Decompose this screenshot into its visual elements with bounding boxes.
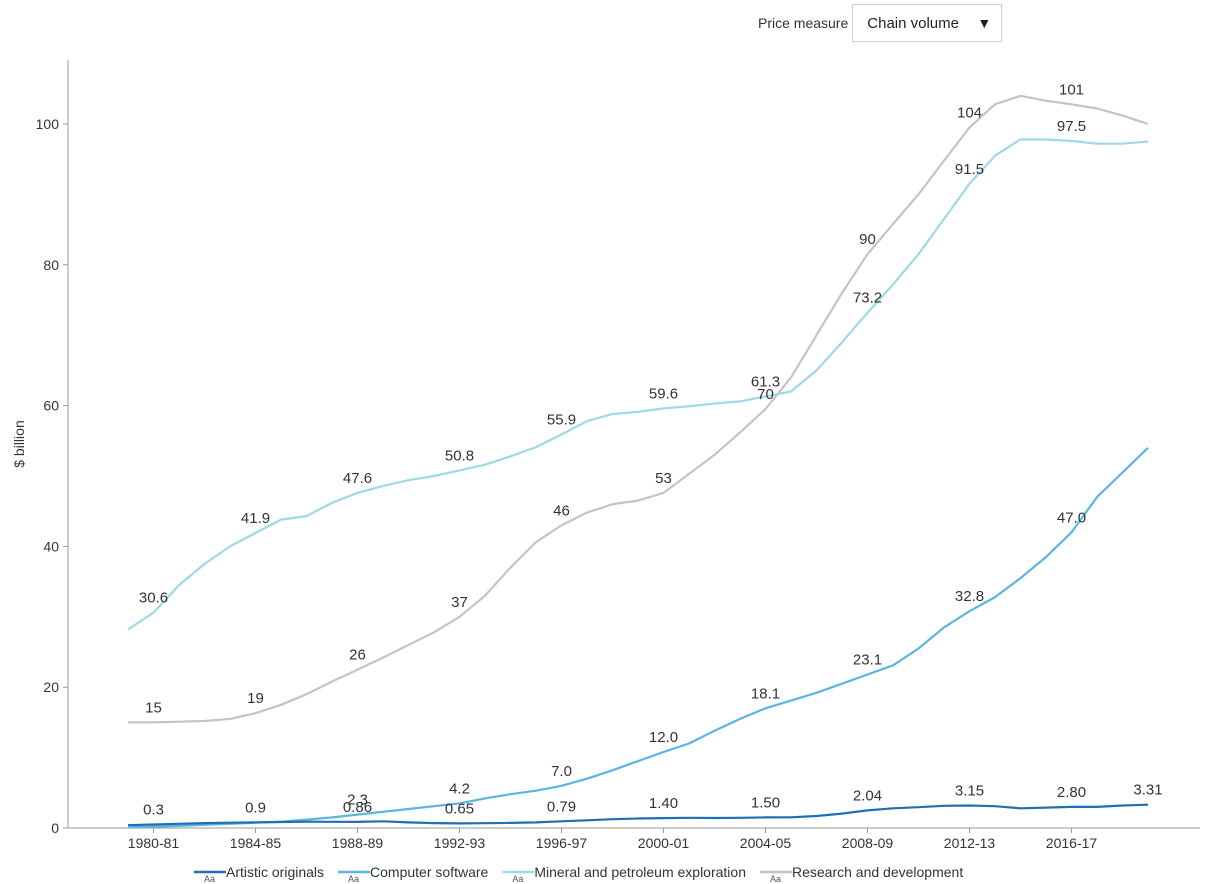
- data-label: 0.79: [547, 798, 576, 815]
- data-label: 19: [247, 690, 264, 707]
- triangle-down-icon: ▼: [977, 15, 992, 31]
- data-label: 0.65: [445, 800, 474, 817]
- price-measure-value: Chain volume: [867, 14, 959, 32]
- price-measure-label: Price measure: [758, 15, 849, 31]
- legend: Aa Artistic originals Aa Computer software A…: [194, 864, 963, 884]
- y-tick-label: 0: [51, 820, 59, 836]
- data-label: 91.5: [955, 161, 984, 178]
- text-style-icon: Aa: [348, 874, 359, 884]
- data-label: 90: [859, 231, 876, 248]
- y-tick-label: 100: [36, 116, 60, 132]
- data-label: 3.31: [1133, 782, 1162, 799]
- data-label: 32.8: [955, 588, 984, 605]
- y-tick-label: 60: [43, 398, 59, 414]
- data-label: 73.2: [853, 290, 882, 307]
- x-tick-label: 2000-01: [638, 835, 690, 851]
- price-measure-control: Price measure Chain volume ▼: [758, 3, 1003, 43]
- legend-item: Aa Artistic originals: [194, 864, 324, 884]
- legend-label: Artistic originals: [226, 864, 324, 880]
- data-label: 4.2: [449, 780, 470, 797]
- series-line-computer-software: [127, 447, 1149, 829]
- axes: 0 20 40 60 80 100 1980-81 1984-85 1988-89 1992-93…: [11, 60, 1200, 851]
- data-label: 47.0: [1057, 509, 1086, 526]
- data-label: 2.04: [853, 787, 882, 804]
- data-label: 1.50: [751, 794, 780, 811]
- data-label: 0.3: [143, 801, 164, 818]
- x-tick-label: 1984-85: [230, 835, 282, 851]
- legend-item: Aa Mineral and petroleum exploration: [502, 864, 746, 884]
- x-tick-label: 1988-89: [332, 835, 384, 851]
- data-label: 18.1: [751, 685, 780, 702]
- data-label: 2.80: [1057, 784, 1086, 801]
- legend-item: Aa Computer software: [338, 864, 489, 884]
- y-tick-label: 20: [43, 679, 59, 695]
- y-tick-label: 80: [43, 257, 59, 273]
- series-line-artistic-originals: [127, 803, 1149, 827]
- data-label: 3.15: [955, 782, 984, 799]
- data-label: 23.1: [853, 652, 882, 669]
- data-label: 7.0: [551, 763, 572, 780]
- legend-label: Research and development: [792, 864, 963, 880]
- legend-label: Mineral and petroleum exploration: [534, 864, 746, 880]
- legend-label: Computer software: [370, 864, 488, 880]
- series-line-research-and-development: [128, 94, 1149, 724]
- data-label: 41.9: [241, 510, 270, 527]
- data-label: 26: [349, 647, 366, 664]
- data-label: 46: [553, 502, 570, 519]
- data-label: 97.5: [1057, 118, 1086, 135]
- data-label: 53: [655, 470, 672, 487]
- data-label: 15: [145, 699, 162, 716]
- data-label: 47.6: [343, 470, 372, 487]
- data-label: 37: [451, 594, 468, 611]
- data-label: 30.6: [139, 590, 168, 607]
- data-label: 1.40: [649, 795, 678, 812]
- data-label: 104: [957, 105, 982, 122]
- legend-item: Aa Research and development: [760, 864, 963, 884]
- x-tick-label: 1992-93: [434, 835, 486, 851]
- series-line-mineral-and-petroleum-exploration: [127, 138, 1149, 631]
- text-style-icon: Aa: [512, 874, 523, 884]
- data-labels: 0.3 0.9 0.86 0.65 0.79 1.40 1.50 2.04 3.15 2.80 3.…: [139, 81, 1163, 818]
- x-tick-label: 2008-09: [842, 835, 894, 851]
- data-label: 0.9: [245, 799, 266, 816]
- y-axis-title: $ billion: [11, 420, 27, 467]
- x-tick-label: 2004-05: [740, 835, 792, 851]
- data-label: 12.0: [649, 729, 678, 746]
- x-tick-label: 1996-97: [536, 835, 588, 851]
- text-style-icon: Aa: [770, 874, 781, 884]
- text-style-icon: Aa: [204, 874, 215, 884]
- data-label: 55.9: [547, 411, 576, 428]
- data-label: 59.6: [649, 385, 678, 402]
- data-label: 0.86: [343, 799, 372, 816]
- data-label: 2.3: [347, 792, 368, 809]
- data-label: 101: [1059, 81, 1084, 98]
- series-lines: [127, 94, 1149, 829]
- x-tick-label: 2016-17: [1046, 835, 1098, 851]
- data-label: 50.8: [445, 447, 474, 464]
- x-tick-label: 2012-13: [944, 835, 996, 851]
- x-tick-label: 1980-81: [128, 835, 180, 851]
- data-label: 70: [757, 386, 774, 403]
- data-label: 61.3: [751, 373, 780, 390]
- price-measure-dropdown[interactable]: Chain volume ▼: [852, 4, 1003, 42]
- y-tick-label: 40: [43, 538, 59, 554]
